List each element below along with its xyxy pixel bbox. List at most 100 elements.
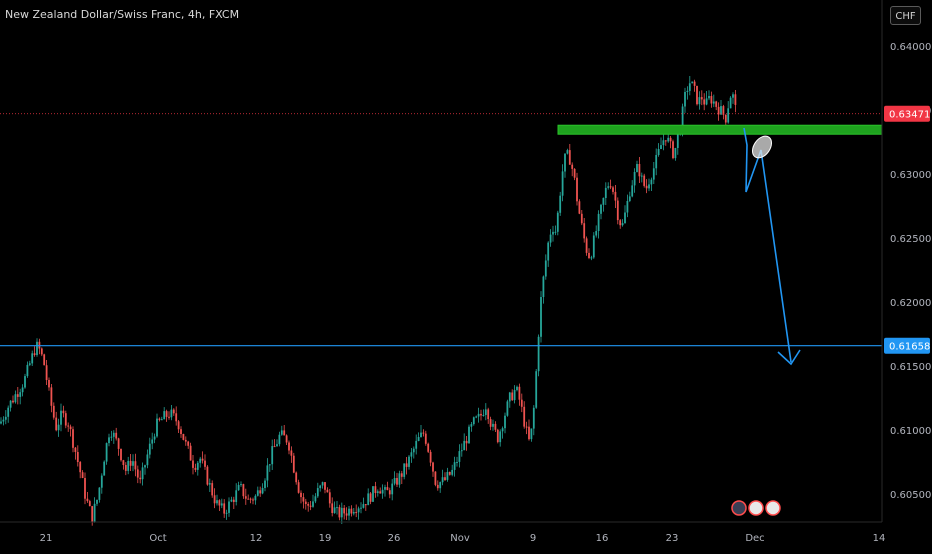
candle-body: [405, 463, 408, 467]
candle-body: [57, 424, 60, 431]
candle-body: [208, 483, 211, 485]
candle-body: [67, 425, 70, 427]
x-tick-label: Nov: [450, 533, 470, 544]
candle-body: [24, 376, 26, 388]
candle-body: [451, 469, 454, 475]
candle-body: [165, 411, 168, 417]
x-tick-label: 23: [666, 533, 679, 544]
candle-body: [384, 487, 386, 490]
candles: [0, 76, 737, 526]
candle-body: [439, 482, 442, 489]
candle-body: [667, 137, 670, 142]
candle-body: [585, 238, 588, 253]
candle-body: [580, 213, 583, 224]
candle-body: [283, 430, 286, 436]
candle-body: [132, 461, 134, 466]
candle-body: [196, 462, 199, 470]
candle-body: [710, 96, 713, 104]
arrow-head: [777, 349, 801, 366]
candle-body: [700, 97, 703, 100]
candle-body: [321, 482, 324, 486]
candle-body: [268, 464, 271, 466]
candle-body: [432, 462, 434, 472]
candle-body: [312, 501, 314, 507]
candle-body: [441, 477, 444, 483]
candle-body: [583, 223, 586, 239]
candle-body: [129, 460, 132, 466]
candle-body: [206, 466, 209, 485]
candle-body: [357, 508, 360, 513]
candle-body: [175, 413, 178, 422]
candle-body: [573, 168, 576, 178]
candle-body: [492, 423, 494, 427]
candle-body: [124, 465, 127, 471]
event-icon[interactable]: [748, 500, 764, 516]
candle-body: [511, 392, 514, 401]
candle-body: [290, 450, 293, 456]
candle-body: [16, 394, 19, 397]
candle-body: [295, 472, 298, 483]
y-tick-label: 0.63000: [890, 170, 931, 181]
candle-body: [578, 201, 581, 214]
candle-body: [235, 490, 238, 502]
resistance-zone[interactable]: [557, 124, 883, 135]
candle-body: [460, 450, 463, 452]
candle-body: [153, 436, 156, 440]
candle-body: [597, 213, 600, 231]
candle-body: [391, 483, 394, 495]
candle-body: [444, 477, 446, 480]
candle-body: [717, 106, 720, 115]
candle-body: [309, 505, 312, 507]
candle-body: [518, 386, 521, 400]
candle-body: [576, 177, 578, 202]
candle-body: [348, 508, 350, 516]
candle-body: [621, 223, 624, 226]
candle-body: [170, 409, 173, 418]
candle-body: [326, 489, 329, 493]
candle-body: [261, 488, 264, 494]
candle-body: [122, 460, 125, 465]
candle-body: [571, 164, 574, 169]
retest-ellipse[interactable]: [749, 133, 776, 162]
candle-body: [76, 452, 79, 462]
support-price-tag-label: 0.61658: [889, 342, 930, 353]
candle-body: [244, 496, 247, 499]
currency-button[interactable]: CHF: [890, 6, 921, 25]
candle-body: [640, 175, 643, 177]
candle-body: [64, 413, 67, 426]
projection-path[interactable]: [743, 127, 792, 363]
candle-body: [468, 426, 470, 444]
candle-body: [561, 171, 564, 196]
candle-body: [628, 196, 631, 201]
candle-body: [588, 252, 590, 258]
candle-body: [672, 141, 674, 159]
candle-body: [336, 507, 338, 509]
candle-body: [729, 97, 732, 109]
candle-body: [724, 114, 727, 123]
candle-body: [424, 433, 427, 444]
candle-body: [316, 488, 319, 497]
candle-body: [314, 496, 317, 502]
candle-body: [619, 220, 622, 226]
candle-body: [645, 185, 648, 189]
candle-body: [158, 418, 161, 420]
candle-body: [31, 353, 34, 364]
candle-body: [528, 426, 530, 440]
y-tick-label: 0.61000: [890, 426, 931, 437]
candle-body: [211, 483, 214, 496]
candle-body: [487, 409, 490, 420]
candle-body: [489, 419, 492, 427]
candle-body: [352, 512, 355, 514]
candle-body: [367, 493, 370, 506]
candle-body: [0, 421, 2, 424]
candle-body: [204, 460, 206, 467]
event-icon[interactable]: [731, 500, 747, 516]
chart-title: New Zealand Dollar/Swiss Franc, 4h, FXCM: [5, 8, 240, 21]
candle-body: [91, 506, 94, 522]
event-icon[interactable]: [765, 500, 781, 516]
candle-body: [256, 490, 259, 496]
candle-body: [556, 212, 559, 232]
candle-body: [688, 83, 691, 91]
